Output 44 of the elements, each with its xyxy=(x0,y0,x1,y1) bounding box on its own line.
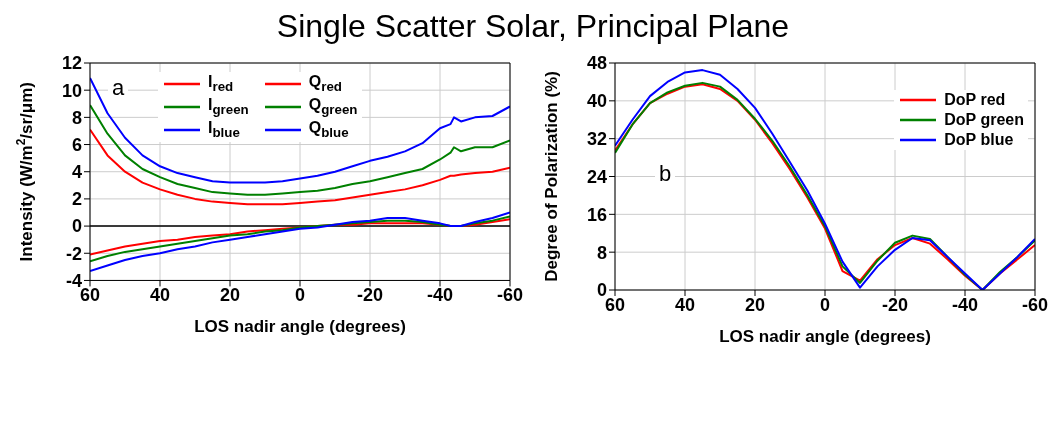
x-tick-label: 40 xyxy=(149,285,171,306)
legend-label: DoP green xyxy=(944,111,1024,129)
y-tick-label: 0 xyxy=(71,216,82,237)
x-tick-label: 20 xyxy=(219,285,241,306)
legend-label: DoP red xyxy=(944,91,1006,109)
x-tick-label: 0 xyxy=(819,294,831,315)
legend-label: I$_{red}$ xyxy=(208,73,234,95)
x-tick-label: -40 xyxy=(951,294,979,315)
y-tick-label: 48 xyxy=(586,53,607,74)
chart-title: Single Scatter Solar, Principal Plane xyxy=(275,8,791,46)
x-tick-label: 20 xyxy=(744,294,766,315)
x-tick-label: 40 xyxy=(674,294,696,315)
y-tick-label: 8 xyxy=(71,107,82,128)
y-tick-label: -4 xyxy=(65,270,82,291)
x-tick-label: -20 xyxy=(881,294,909,315)
y-tick-label: 24 xyxy=(586,166,607,187)
annotation: a xyxy=(108,75,129,100)
x-tick-label: 60 xyxy=(604,294,626,315)
y-tick-label: 4 xyxy=(71,162,82,183)
y-tick-label: 12 xyxy=(61,53,82,74)
x-tick-label: 0 xyxy=(294,285,306,306)
legend-label: I$_{blue}$ xyxy=(208,119,240,141)
x-tick-label: -60 xyxy=(496,285,524,306)
x-axis-title: LOS nadir angle (degrees) xyxy=(719,327,931,346)
legend-label: Q$_{blue}$ xyxy=(308,119,349,141)
legend-label: Q$_{green}$ xyxy=(308,96,358,118)
x-tick-label: -60 xyxy=(1021,294,1049,315)
legend-label: I$_{green}$ xyxy=(208,96,249,118)
x-tick-label: -40 xyxy=(426,285,454,306)
y-tick-label: 16 xyxy=(586,204,607,225)
line-series xyxy=(90,76,510,184)
y-tick-label: 32 xyxy=(586,129,607,150)
y-axis-title: Degree of Polarization (%) xyxy=(542,71,561,282)
x-axis-title: LOS nadir angle (degrees) xyxy=(194,317,406,337)
y-tick-label: 8 xyxy=(596,242,607,263)
x-tick-label: -20 xyxy=(356,285,384,306)
y-tick-label: 2 xyxy=(71,189,82,210)
y-tick-label: 10 xyxy=(61,80,82,101)
annotation: b xyxy=(655,161,676,186)
y-tick-label: 40 xyxy=(586,91,607,112)
legend-label: DoP blue xyxy=(944,131,1014,149)
y-tick-label: 6 xyxy=(71,134,82,155)
y-tick-label: -2 xyxy=(65,243,82,264)
legend-label: Q$_{red}$ xyxy=(308,73,342,95)
